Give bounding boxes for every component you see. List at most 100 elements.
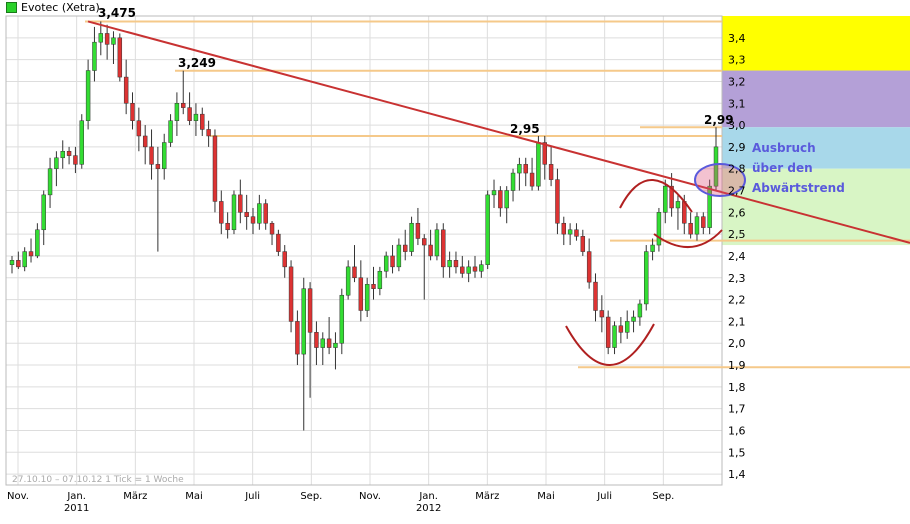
candle-down [276, 233, 281, 252]
candle-down [605, 316, 611, 348]
x-tick-label: Juli [596, 491, 612, 502]
chart-legend: Evotec (Xetra) [6, 1, 100, 14]
candle-up [85, 70, 91, 121]
candle-up [707, 185, 712, 228]
x-tick-label: Sep. [300, 491, 322, 502]
y-tick-label: 2,2 [728, 294, 746, 307]
cup-curve [565, 323, 655, 366]
candle-up [22, 251, 27, 268]
price-annotation: 2,99 [704, 113, 734, 127]
y-tick-label: 2,4 [728, 250, 746, 263]
candle-down [206, 129, 211, 137]
candle-up [491, 190, 497, 196]
zone-band [722, 168, 910, 246]
zone-band [722, 16, 910, 71]
candle-up [517, 164, 522, 174]
candle-down [269, 222, 275, 235]
candle-up [35, 229, 40, 257]
candle-up [9, 260, 15, 265]
y-tick-label: 1,9 [728, 359, 746, 372]
candle-down [263, 203, 268, 224]
y-tick-label: 2,9 [728, 141, 746, 154]
x-tick-label: Jan. [418, 491, 438, 502]
candle-down [580, 236, 586, 252]
candle-down [460, 266, 465, 274]
y-tick-label: 3,4 [728, 32, 746, 45]
candle-down [288, 266, 294, 322]
candle-down [149, 146, 154, 165]
y-tick-label: 3,2 [728, 75, 746, 88]
candle-up [79, 120, 84, 165]
candle-up [333, 342, 338, 348]
zone-band [722, 70, 910, 128]
candle-down [403, 244, 408, 252]
y-tick-label: 1,7 [728, 403, 746, 416]
candle-up [320, 338, 325, 348]
candle-up [510, 172, 516, 191]
candle-down [441, 229, 446, 268]
candle-down [73, 155, 78, 165]
candle-down [142, 135, 148, 148]
candle-up [479, 264, 484, 272]
candle-up [162, 142, 167, 169]
candle-up [656, 212, 662, 246]
candle-down [130, 103, 135, 121]
candle-up [41, 194, 46, 231]
candle-down [593, 281, 598, 311]
y-tick-label: 2,5 [728, 228, 746, 241]
candle-down [428, 244, 433, 257]
candle-up [612, 325, 617, 348]
candle-down [117, 37, 123, 78]
x-tick-label: März [475, 491, 499, 502]
candle-up [168, 120, 173, 143]
y-tick-label: 3,0 [728, 119, 746, 132]
candle-up [631, 316, 636, 322]
candle-up [663, 185, 668, 213]
candle-up [47, 168, 53, 196]
candle-down [415, 222, 421, 239]
candle-down [212, 135, 218, 202]
candle-down [314, 332, 319, 348]
candle-up [92, 41, 97, 71]
breakout-annotation: Abwärtstrend [752, 181, 845, 195]
candle-up [694, 216, 700, 235]
candle-down [542, 142, 547, 165]
y-tick-label: 2,0 [728, 337, 746, 350]
candle-up [339, 294, 345, 344]
x-tick-label: Mai [537, 491, 555, 502]
candle-down [28, 251, 34, 257]
candle-down [326, 338, 332, 348]
candle-down [282, 251, 287, 268]
candle-down [104, 33, 110, 45]
candle-up [98, 33, 104, 43]
downtrend-line [87, 20, 910, 244]
breakout-annotation: Ausbruch [752, 141, 816, 155]
candle-down [586, 251, 592, 283]
candle-down [422, 238, 427, 246]
candle-down [250, 216, 256, 224]
candle-down [529, 172, 535, 187]
candle-down [523, 164, 528, 174]
date-range-label: 27.10.10 – 07.10.12 1 Tick = 1 Woche [12, 475, 184, 485]
candle-up [447, 260, 452, 268]
candle-down [358, 277, 364, 311]
breakout-ellipse [694, 163, 746, 197]
candle-down [200, 113, 205, 130]
candle-down [599, 310, 605, 318]
candle-up [644, 251, 649, 305]
price-annotation: 3,249 [178, 56, 216, 70]
candle-down [219, 201, 224, 224]
candle-up [650, 244, 655, 252]
candle-down [225, 222, 230, 231]
x-tick-label: Mai [185, 491, 203, 502]
candle-down [238, 194, 243, 213]
x-tick-label: Nov. [7, 491, 29, 502]
candle-up [624, 321, 630, 333]
legend-swatch [6, 2, 17, 13]
y-tick-label: 1,8 [728, 381, 746, 394]
candle-down [498, 190, 503, 209]
candle-up [383, 255, 389, 272]
candle-up [60, 150, 65, 159]
